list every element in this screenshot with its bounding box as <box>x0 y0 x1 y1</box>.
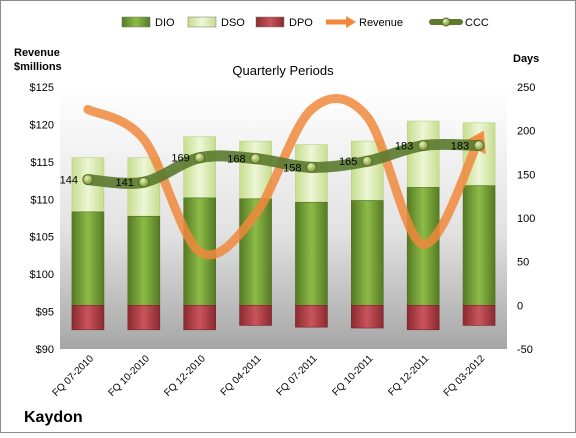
ccc-point <box>417 140 429 152</box>
right-tick-label: 150 <box>517 169 535 181</box>
bar-dio <box>462 185 496 306</box>
bar-dpo <box>71 305 105 331</box>
ccc-point <box>250 153 262 165</box>
left-tick-label: $105 <box>30 232 54 244</box>
legend-swatch-dso <box>187 16 217 28</box>
ccc-data-label: 183 <box>395 141 413 153</box>
bar-dpo <box>462 305 496 326</box>
ccc-series: 144 141 169 168 158 165 183 183 <box>60 138 485 189</box>
bar-dio <box>71 211 105 306</box>
legend-label: Revenue <box>359 17 403 29</box>
bar-dpo <box>127 305 161 331</box>
right-axis-ticks: -50 0 50 100 150 200 250 <box>517 82 535 356</box>
bar-dpo <box>295 305 328 328</box>
ccc-point <box>305 161 317 173</box>
left-tick-label: $120 <box>30 119 54 131</box>
legend-label: DSO <box>221 17 245 29</box>
bar-dio <box>295 201 328 306</box>
right-tick-label: 0 <box>517 300 523 312</box>
ccc-data-label: 183 <box>451 141 469 153</box>
left-tick-label: $95 <box>36 307 54 319</box>
ccc-point <box>82 174 94 186</box>
bar-dpo <box>351 305 384 329</box>
legend-swatch-dio <box>121 16 151 28</box>
ccc-point <box>138 176 150 188</box>
left-tick-label: $100 <box>30 269 54 281</box>
legend-swatch-dpo <box>255 16 285 28</box>
bar-dio <box>351 200 384 306</box>
legend-label: DIO <box>155 17 175 29</box>
left-tick-label: $125 <box>30 82 54 94</box>
left-tick-label: $90 <box>36 344 54 356</box>
right-tick-label: 250 <box>517 82 535 94</box>
bar-dso <box>295 144 328 203</box>
legend-label: DPO <box>289 17 313 29</box>
left-tick-label: $110 <box>30 194 54 206</box>
ccc-point <box>194 152 206 164</box>
chart-title: Quarterly Periods <box>232 63 334 78</box>
ccc-data-label: 141 <box>115 177 133 189</box>
right-tick-label: 100 <box>517 213 535 225</box>
ccc-data-label: 158 <box>283 162 301 174</box>
company-name: Kaydon <box>24 409 83 426</box>
right-tick-label: 200 <box>517 126 535 138</box>
legend-swatch-ccc-dot <box>441 17 451 27</box>
bar-dpo <box>406 305 440 331</box>
ccc-data-label: 144 <box>60 175 78 187</box>
ccc-data-label: 169 <box>171 153 189 165</box>
ccc-point <box>361 155 373 167</box>
bar-dpo <box>239 305 272 326</box>
legend-swatch-revenue-arrow <box>346 16 356 28</box>
ccc-data-label: 168 <box>227 154 245 166</box>
bar-dio <box>127 215 161 306</box>
left-axis-label-line1: Revenue <box>14 47 60 59</box>
left-axis-ticks: $90 $95 $100 $105 $110 $115 $120 $125 <box>30 82 54 356</box>
legend: DIO DSO DPO Revenue CCC <box>121 16 489 29</box>
right-tick-label: 50 <box>517 257 529 269</box>
bar-dso <box>406 120 440 188</box>
bar-dpo <box>183 305 216 331</box>
ccc-data-label: 165 <box>339 156 357 168</box>
right-tick-label: -50 <box>517 344 533 356</box>
right-axis-label: Days <box>513 53 539 65</box>
bar-dso <box>351 140 384 201</box>
left-tick-label: $115 <box>30 157 54 169</box>
ccc-point <box>473 140 485 152</box>
revenue-line <box>83 94 484 260</box>
legend-label: CCC <box>465 17 489 29</box>
left-axis-label-line2: $millions <box>14 61 62 73</box>
